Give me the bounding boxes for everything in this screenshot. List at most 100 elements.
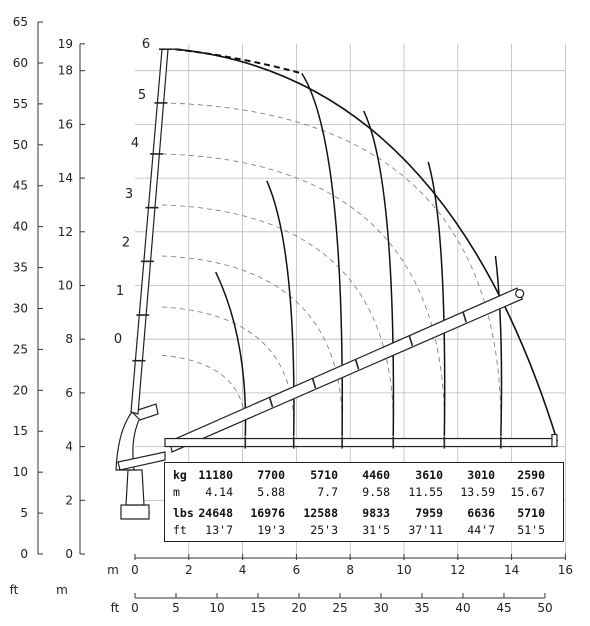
load-row-ft: ft 13'7 19'3 25'3 31'5 37'11 44'7 51'5: [165, 523, 563, 540]
row-label-kg: kg: [173, 468, 187, 482]
ft-bottom-tick-label: 20: [291, 601, 306, 615]
m-left-tick-label: 8: [65, 332, 73, 346]
load-cell-ft: 44'7: [467, 523, 495, 537]
ft-bottom-tick-label: 15: [250, 601, 265, 615]
reach-arc-dashed: [161, 102, 502, 436]
boom-inclined-section: [462, 312, 467, 323]
load-cell-lbs: 16976: [250, 506, 285, 520]
m-left-tick-label: 6: [65, 386, 73, 400]
load-cell-ft: 13'7: [205, 523, 233, 537]
load-cell-lbs: 24648: [198, 506, 233, 520]
load-cell-m: 15.67: [510, 485, 545, 499]
ft-left-tick-label: 35: [13, 261, 28, 275]
ft-left-tick-label: 25: [13, 342, 28, 356]
row-label-lbs: lbs: [173, 506, 194, 520]
load-cell-lbs: 6636: [467, 506, 495, 520]
load-cell-kg: 11180: [198, 468, 233, 482]
boom-section-label: 2: [122, 236, 130, 251]
reach-arc-dashed: [161, 255, 343, 436]
boom-horizontal: [164, 437, 556, 448]
ft-bottom-tick-label: 35: [414, 601, 429, 615]
ft-bottom-tick-label: 0: [131, 601, 139, 615]
boom-horizontal-tip: [551, 433, 558, 448]
boom-inclined: [169, 287, 524, 453]
m-bottom-tick-label: 8: [346, 563, 354, 577]
reach-arc-dashed: [161, 306, 295, 436]
m-left-tick-label: 0: [65, 547, 73, 561]
boom-section-label: 3: [125, 187, 133, 202]
boom-inclined-section: [311, 377, 317, 389]
m-bottom-tick-label: 14: [504, 563, 519, 577]
load-cell-ft: 37'11: [408, 523, 443, 537]
load-row-kg: kg 11180 7700 5710 4460 3610 3010 2590: [165, 468, 563, 485]
boom-section-label: 0: [114, 332, 122, 347]
crane-illustration: [115, 48, 558, 520]
load-cell-m: 4.14: [205, 485, 233, 499]
ft-left-tick-label: 60: [13, 56, 28, 70]
load-cell-m: 11.55: [408, 485, 443, 499]
m-bottom-tick-label: 4: [239, 563, 247, 577]
ft-left-tick-label: 55: [13, 97, 28, 111]
load-row-lbs: lbs 24648 16976 12588 9833 7959 6636 5710: [165, 506, 563, 523]
row-label-m: m: [173, 485, 180, 499]
m-bottom-tick-label: 0: [131, 563, 139, 577]
ft-left-tick-label: 20: [13, 383, 28, 397]
boom-section-label: 5: [138, 88, 146, 103]
boom-inclined-section: [408, 335, 414, 347]
load-cell-kg: 5710: [310, 468, 338, 482]
load-cell-ft: 25'3: [310, 523, 338, 537]
load-cell-ft: 51'5: [517, 523, 545, 537]
m-left-unit: m: [56, 583, 68, 597]
m-left-tick-label: 14: [58, 171, 73, 185]
boom-inclined-section: [268, 396, 274, 408]
ft-left-tick-label: 0: [20, 547, 28, 561]
m-bottom-tick-label: 16: [558, 563, 573, 577]
row-label-ft: ft: [173, 523, 187, 537]
m-bottom-tick-label: 10: [396, 563, 411, 577]
boom-section-label: 1: [116, 284, 124, 299]
ft-bottom-tick-label: 10: [209, 601, 224, 615]
load-row-m: m 4.14 5.88 7.7 9.58 11.55 13.59 15.67: [165, 485, 563, 502]
reach-arcs: [161, 48, 559, 442]
load-cell-ft: 19'3: [257, 523, 285, 537]
load-curve: [301, 72, 344, 436]
ft-bottom-tick-label: 40: [455, 601, 470, 615]
load-curve: [427, 161, 446, 436]
load-cell-m: 7.7: [317, 485, 338, 499]
ft-bottom-tick-label: 45: [496, 601, 511, 615]
ft-left-tick-label: 65: [13, 15, 28, 29]
load-cell-kg: 3010: [467, 468, 495, 482]
load-cell-lbs: 5710: [517, 506, 545, 520]
crane-lower-link: [117, 451, 166, 471]
m-bottom-tick-label: 12: [450, 563, 465, 577]
m-bottom-unit: m: [107, 563, 119, 577]
ft-bottom-unit: ft: [111, 601, 120, 615]
load-curve: [494, 255, 503, 436]
m-left-tick-label: 2: [65, 493, 73, 507]
load-cell-m: 9.58: [362, 485, 390, 499]
m-bottom-tick-label: 6: [293, 563, 301, 577]
crane-column: [125, 469, 145, 506]
load-cell-kg: 3610: [415, 468, 443, 482]
load-cell-ft: 31'5: [362, 523, 390, 537]
axis-labels: 0246810121416181905101520253035404550556…: [10, 15, 573, 615]
load-cell-lbs: 9833: [362, 506, 390, 520]
load-cell-lbs: 12588: [303, 506, 338, 520]
reach-arc-dashed: [161, 153, 445, 436]
axes: [37, 21, 566, 599]
ft-left-tick-label: 45: [13, 179, 28, 193]
load-table: kg 11180 7700 5710 4460 3610 3010 2590 m 4.14 5…: [164, 462, 564, 542]
m-left-tick-label: 12: [58, 225, 73, 239]
crane-base: [120, 504, 150, 520]
m-left-tick-label: 18: [58, 64, 73, 78]
boom-section-label: 6: [142, 37, 150, 52]
ft-left-tick-label: 30: [13, 301, 28, 315]
ft-bottom-tick-label: 30: [373, 601, 388, 615]
load-cell-kg: 2590: [517, 468, 545, 482]
boom-inclined-tip: [515, 288, 525, 299]
m-left-tick-label: 10: [58, 279, 73, 293]
load-cell-lbs: 7959: [415, 506, 443, 520]
ft-bottom-tick-label: 5: [172, 601, 180, 615]
m-left-tick-label: 4: [65, 440, 73, 454]
reach-arc-dashed: [161, 204, 394, 436]
